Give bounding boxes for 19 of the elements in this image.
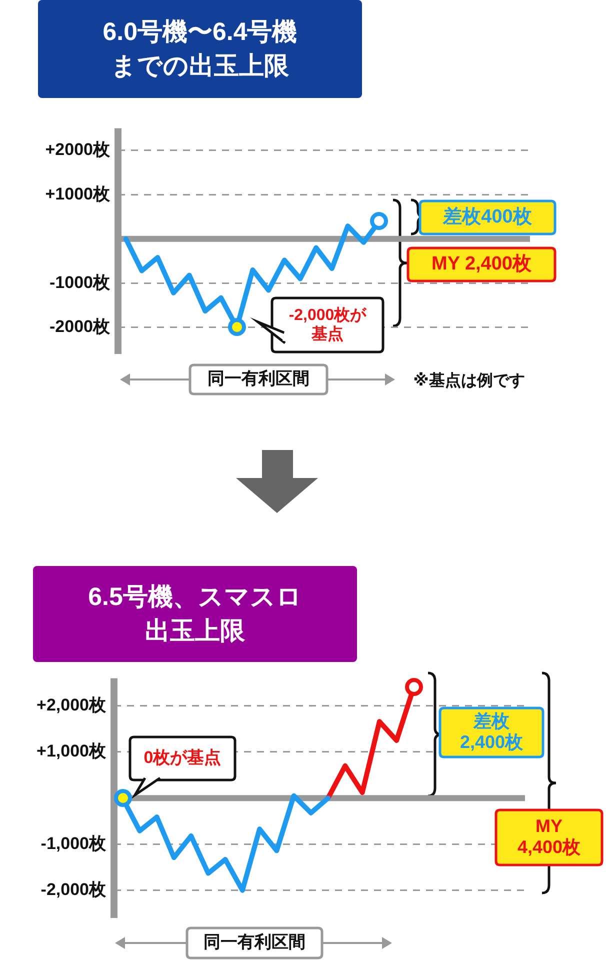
chart-title: 6.5号機、スマスロ出玉上限 [88, 582, 302, 647]
y-tick-label: -2000枚 [50, 317, 111, 336]
y-tick-label: +1000枚 [45, 184, 111, 204]
annotation: MY 2,400枚 [432, 254, 532, 275]
y-tick-label: +1,000枚 [36, 742, 107, 761]
y-tick-label: +2,000枚 [36, 696, 107, 715]
annotation: 差枚 2,400枚 [460, 710, 524, 752]
y-tick-label: -2,000枚 [40, 880, 107, 900]
annotation: -2,000枚が基点 [288, 306, 368, 343]
text: 同一有利区間 [208, 369, 310, 388]
annotation: MY 4,400枚 [517, 816, 582, 857]
y-tick-label: +2000枚 [45, 140, 111, 160]
text: ※基点は例です [413, 371, 525, 390]
y-tick-label: -1000枚 [50, 272, 111, 292]
annotation: 0枚が基点 [144, 748, 222, 768]
annotation: 差枚400枚 [442, 206, 533, 228]
y-tick-label: -1,000枚 [40, 834, 107, 853]
chart-title: 6.0号機〜6.4号機までの出玉上限 [102, 17, 298, 82]
text: 同一有利区間 [204, 932, 306, 952]
